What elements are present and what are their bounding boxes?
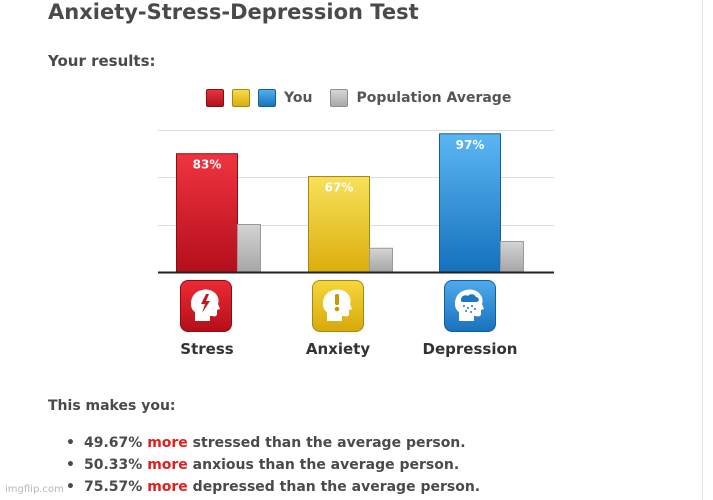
summary-text: stressed than the average person. [187, 435, 466, 451]
summary-text: depressed than the average person. [187, 479, 481, 495]
anxiety-head-icon [312, 280, 364, 332]
summary-item-anxiety: • 50.33% more anxious than the average pe… [66, 456, 480, 478]
stress-head-icon [180, 280, 232, 332]
legend-swatch-average [330, 89, 349, 107]
depression-head-icon [444, 280, 496, 332]
bar-chart: 83% 67% 97% [158, 130, 554, 274]
results-subtitle: Your results: [48, 52, 156, 70]
page-title: Anxiety-Stress-Depression Test [48, 0, 419, 24]
legend-swatch-depression [258, 89, 276, 107]
imgflip-watermark: imgflip.com [5, 484, 64, 495]
summary-value: 49.67% [84, 435, 148, 451]
data-label-anxiety: 67% [325, 181, 354, 195]
more-emphasis: more [147, 457, 188, 473]
legend-swatch-stress [206, 89, 224, 107]
summary-text: anxious than the average person. [187, 457, 460, 473]
summary-value: 75.57% [84, 479, 148, 495]
legend-label-you: You [284, 90, 313, 106]
legend-label-average: Population Average [356, 90, 512, 106]
legend-swatch-anxiety [232, 89, 250, 107]
chart-legend: You Population Average [206, 88, 511, 108]
bar-average-stress [237, 224, 261, 273]
chart-data-labels: 83% 67% 97% [193, 138, 485, 195]
bullet-glyph: • [66, 479, 75, 495]
summary-item-depression: • 75.57% more depressed than the average … [66, 478, 480, 500]
bar-average-anxiety [369, 247, 393, 273]
bullet-glyph: • [66, 457, 75, 473]
data-label-depression: 97% [456, 138, 485, 152]
summary-item-stress: • 49.67% more stressed than the average p… [66, 434, 480, 456]
more-emphasis: more [147, 435, 188, 451]
bullet-glyph: • [66, 435, 75, 451]
more-emphasis: more [147, 479, 188, 495]
bar-you-stress [176, 153, 238, 273]
category-label-stress: Stress [180, 340, 234, 358]
bar-you-depression [439, 133, 501, 273]
page-edge-rule [702, 0, 703, 500]
bar-average-depression [500, 240, 524, 273]
category-label-anxiety: Anxiety [305, 340, 371, 358]
bar-you-anxiety [308, 176, 370, 273]
summary-heading: This makes you: [48, 398, 176, 414]
summary-list: • 49.67% more stressed than the average p… [66, 434, 480, 500]
chart-bars [176, 133, 524, 273]
category-label-depression: Depression [422, 340, 518, 358]
data-label-stress: 83% [193, 158, 222, 172]
summary-value: 50.33% [84, 457, 148, 473]
